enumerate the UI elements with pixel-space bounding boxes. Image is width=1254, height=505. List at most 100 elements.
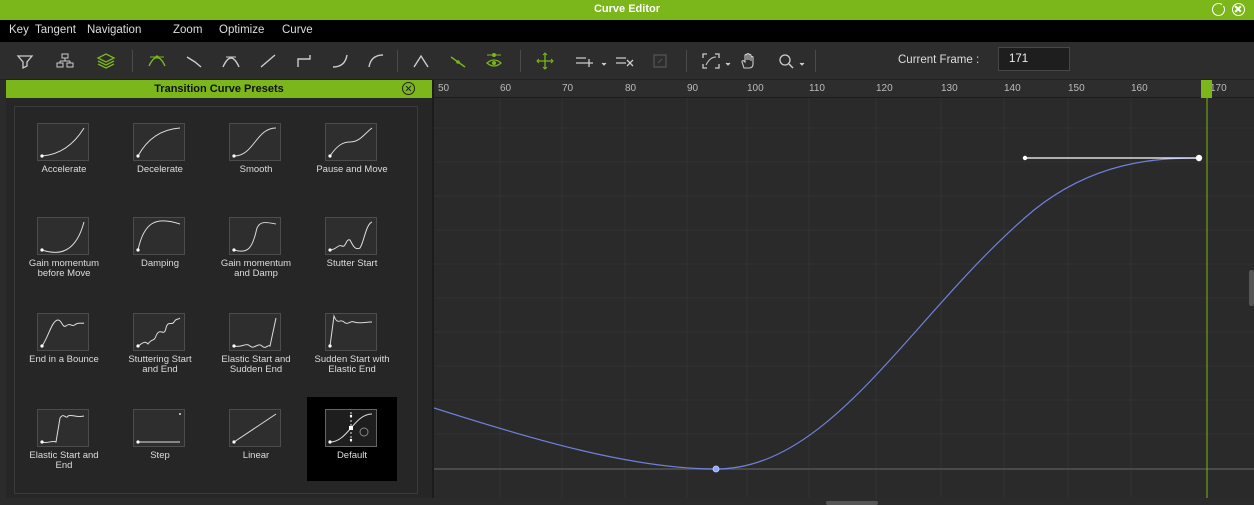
ruler-tick: 100 xyxy=(747,83,764,94)
preset-step[interactable]: Step xyxy=(115,397,205,481)
preset-label: End in a Bounce xyxy=(29,354,99,365)
window-title: Curve Editor xyxy=(593,3,660,15)
menu-zoom[interactable]: Zoom xyxy=(173,24,203,36)
current-frame-label: Current Frame : xyxy=(898,54,980,66)
decelerate-curve-icon xyxy=(133,123,185,161)
zoom-icon[interactable] xyxy=(775,51,797,71)
smooth-curve-icon xyxy=(229,123,281,161)
preset-label: Smooth xyxy=(239,164,273,175)
pan-hand-icon[interactable] xyxy=(737,51,759,71)
preset-elastic-start-and-end[interactable]: Elastic Start and End xyxy=(19,397,109,481)
layers-icon[interactable] xyxy=(95,51,117,71)
menu-navigation[interactable]: Navigation xyxy=(87,24,142,36)
ruler-tick: 140 xyxy=(1004,83,1021,94)
preset-damping[interactable]: Damping xyxy=(115,205,205,289)
frame-all-icon[interactable] xyxy=(700,51,722,71)
ease-in-icon[interactable] xyxy=(329,51,351,71)
sudden-start-elastic-end-curve-icon xyxy=(325,313,377,351)
ruler-tick: 70 xyxy=(562,83,574,94)
gain-momentum-curve-icon xyxy=(37,217,89,255)
flat-tangent-icon[interactable] xyxy=(257,51,279,71)
zoom-dropdown-icon[interactable] xyxy=(794,51,816,71)
ruler-tick: 130 xyxy=(941,83,958,94)
panel-close-icon[interactable] xyxy=(402,82,415,95)
preset-accelerate[interactable]: Accelerate xyxy=(19,111,109,195)
elastic-start-sudden-end-curve-icon xyxy=(229,313,281,351)
horizontal-scrollbar[interactable] xyxy=(826,501,878,505)
vertical-scrollbar[interactable] xyxy=(1249,270,1254,306)
move-icon[interactable] xyxy=(534,51,556,71)
preset-label: Step xyxy=(150,450,170,461)
curve-graph[interactable]: 50 60 70 80 90 100 110 120 130 140 150 1… xyxy=(432,80,1254,498)
transition-presets-panel: Transition Curve Presets Accelerate Dece… xyxy=(6,80,432,498)
preset-label: Sudden Start with Elastic End xyxy=(314,354,390,375)
auto-tangent-icon[interactable] xyxy=(146,51,168,71)
preset-label: Decelerate xyxy=(137,164,183,175)
hierarchy-icon[interactable] xyxy=(54,51,76,71)
insert-dropdown-icon[interactable] xyxy=(596,51,618,71)
preset-elastic-start-and-sudden-end[interactable]: Elastic Start and Sudden End xyxy=(211,301,301,385)
stutter-start-curve-icon xyxy=(325,217,377,255)
menu-optimize[interactable]: Optimize xyxy=(219,24,265,36)
ruler-tick: 80 xyxy=(625,83,637,94)
preset-linear[interactable]: Linear xyxy=(211,397,301,481)
filter-icon[interactable] xyxy=(14,51,36,71)
preset-smooth[interactable]: Smooth xyxy=(211,111,301,195)
preset-grid: Accelerate Decelerate Smooth Pause and M… xyxy=(14,106,418,494)
stuttering-start-and-end-curve-icon xyxy=(133,313,185,351)
preset-label: Elastic Start and Sudden End xyxy=(221,354,291,375)
preset-label: Gain momentum and Damp xyxy=(220,258,292,279)
menu-key[interactable]: Key xyxy=(9,24,29,36)
frame-ruler[interactable]: 50 60 70 80 90 100 110 120 130 140 150 1… xyxy=(434,80,1254,98)
preset-gain-momentum-before-move[interactable]: Gain momentum before Move xyxy=(19,205,109,289)
preset-end-in-a-bounce[interactable]: End in a Bounce xyxy=(19,301,109,385)
ruler-tick: 160 xyxy=(1131,83,1148,94)
gain-momentum-and-damp-curve-icon xyxy=(229,217,281,255)
preset-label: Stutter Start xyxy=(326,258,378,269)
restore-icon[interactable] xyxy=(1212,2,1226,16)
smooth-tangent-icon[interactable] xyxy=(220,51,242,71)
damping-curve-icon xyxy=(133,217,185,255)
preset-label: Gain momentum before Move xyxy=(28,258,100,279)
menu-bar: Key Tangent Navigation Zoom Optimize Cur… xyxy=(0,20,1254,42)
preset-stuttering-start-and-end[interactable]: Stuttering Start and End xyxy=(115,301,205,385)
ease-out-icon[interactable] xyxy=(365,51,387,71)
fit-key-icon xyxy=(649,51,671,71)
delete-key-icon[interactable] xyxy=(613,51,635,71)
ruler-tick: 170 xyxy=(1210,83,1227,94)
preset-label: Default xyxy=(336,450,368,461)
ruler-tick: 110 xyxy=(809,83,825,94)
current-frame-input[interactable]: 171 xyxy=(998,47,1070,71)
show-tangent-icon[interactable] xyxy=(483,51,505,71)
curve-canvas xyxy=(434,80,1254,498)
preset-label: Accelerate xyxy=(41,164,87,175)
preset-default[interactable]: Default xyxy=(307,397,397,481)
close-icon[interactable] xyxy=(1232,3,1245,16)
frame-dropdown-icon[interactable] xyxy=(720,51,742,71)
step-curve-icon xyxy=(133,409,185,447)
ruler-tick: 50 xyxy=(438,83,450,94)
menu-tangent[interactable]: Tangent xyxy=(35,24,76,36)
preset-stutter-start[interactable]: Stutter Start xyxy=(307,205,397,289)
preset-label: Pause and Move xyxy=(316,164,388,175)
linear-tangent-icon[interactable] xyxy=(183,51,205,71)
pause-and-move-curve-icon xyxy=(325,123,377,161)
step-tangent-icon[interactable] xyxy=(293,51,315,71)
accelerate-curve-icon xyxy=(37,123,89,161)
preset-pause-and-move[interactable]: Pause and Move xyxy=(307,111,397,195)
ruler-tick: 60 xyxy=(500,83,512,94)
break-tangent-icon[interactable] xyxy=(410,51,432,71)
ruler-tick: 150 xyxy=(1068,83,1085,94)
ruler-tick: 90 xyxy=(687,83,699,94)
preset-gain-momentum-and-damp[interactable]: Gain momentum and Damp xyxy=(211,205,301,289)
preset-label: Damping xyxy=(140,258,180,269)
menu-curve[interactable]: Curve xyxy=(282,24,313,36)
preset-sudden-start-with-elastic-end[interactable]: Sudden Start with Elastic End xyxy=(307,301,397,385)
unify-tangent-icon[interactable] xyxy=(447,51,469,71)
preset-label: Linear xyxy=(242,450,270,461)
toolbar: Current Frame : 171 xyxy=(0,42,1254,80)
preset-decelerate[interactable]: Decelerate xyxy=(115,111,205,195)
linear-curve-icon xyxy=(229,409,281,447)
insert-key-icon[interactable] xyxy=(573,51,595,71)
panel-title: Transition Curve Presets xyxy=(154,83,284,95)
